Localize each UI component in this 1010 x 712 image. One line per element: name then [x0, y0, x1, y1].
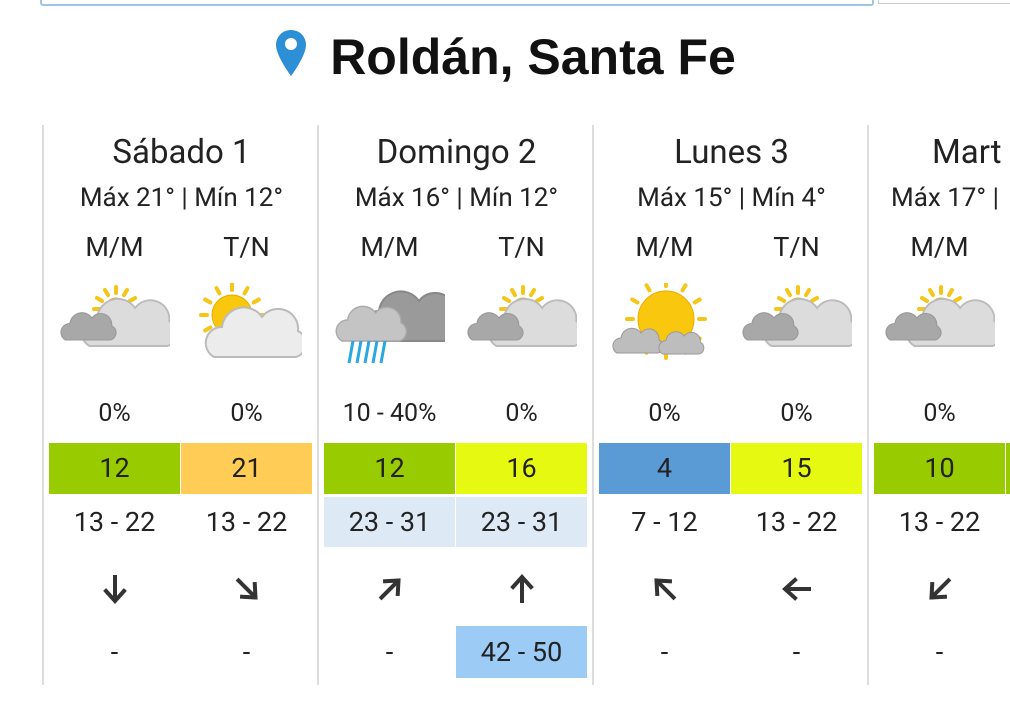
wind-gust: - [660, 636, 669, 668]
precipitation: 0% [648, 399, 681, 428]
weather-icon [324, 283, 464, 373]
pin-icon [276, 30, 307, 76]
weather-icon [874, 283, 1005, 373]
period-column: M/M 0% 12 13 - 22 - [49, 125, 180, 685]
wind-speed: 7 - 12 [631, 506, 698, 538]
period-column: M/M 0% 10 13 - 22 - [874, 125, 1005, 685]
day-column: Domingo 2 Máx 16° | Mín 12° M/M 10 - 40% 12 2… [317, 125, 594, 685]
temperature: 10 [874, 443, 1005, 494]
weather-icon-graphic [335, 290, 464, 364]
next-period-edge [1006, 443, 1010, 494]
wind-speed: 13 - 22 [73, 506, 156, 538]
period-label: M/M [910, 231, 969, 263]
weather-icon [731, 283, 862, 373]
day-column: Mart Máx 17° | M/M 0% 10 13 - 22 - [867, 125, 1010, 685]
day-temp-range: Máx 21° | Mín 12° [79, 183, 284, 213]
wind-direction [324, 569, 455, 609]
wind-direction [456, 569, 587, 609]
period-column: T/N 0% 16 23 - 31 42 - 50 [456, 125, 587, 685]
precipitation: 10 - 40% [342, 399, 437, 428]
wind-direction [599, 569, 730, 609]
day-column: Sábado 1 Máx 21° | Mín 12° M/M 0% 12 13 - 22 -… [42, 125, 319, 685]
precipitation: 0% [780, 399, 813, 428]
weather-icon [599, 278, 730, 373]
weather-icon-graphic [198, 282, 307, 358]
day-temp-range: Máx 16° | Mín 12° [354, 183, 559, 213]
wind-arrow [235, 577, 258, 600]
wind-arrow [378, 578, 401, 601]
temperature: 21 [181, 443, 312, 494]
wind-arrow [102, 575, 127, 604]
weather-icon [181, 282, 312, 373]
temperature: 12 [324, 443, 455, 494]
temperature: 4 [599, 443, 730, 494]
wind-direction [731, 569, 862, 609]
wind-gust: - [242, 636, 251, 668]
wind-speed: 13 - 22 [898, 506, 981, 538]
period-column: M/M 0% 4 7 - 12 - [599, 125, 730, 685]
period-label: T/N [223, 231, 270, 263]
wind-gust: - [792, 636, 801, 668]
precipitation: 0% [505, 399, 538, 428]
day-name: Lunes 3 [674, 133, 789, 172]
search-bar[interactable] [40, 0, 874, 6]
day-column: Lunes 3 Máx 15° | Mín 4° M/M 0% 4 7 - 12 - T/N 0… [592, 125, 869, 685]
wind-direction [49, 569, 180, 609]
wind-gust: - [935, 636, 944, 668]
wind-direction [181, 569, 312, 609]
day-name: Sábado 1 [112, 133, 251, 172]
period-label: T/N [773, 231, 820, 263]
precipitation: 0% [230, 399, 263, 428]
period-label: M/M [85, 231, 144, 263]
precipitation: 0% [923, 399, 956, 428]
period-column: T/N 0% 21 13 - 22 - [181, 125, 312, 685]
period-label: T/N [498, 231, 545, 263]
wind-speed: 23 - 31 [456, 497, 587, 547]
day-name: Domingo 2 [376, 133, 537, 172]
period-label: M/M [635, 231, 694, 263]
day-temp-range: Máx 17° | [891, 183, 999, 213]
weather-icon-graphic [884, 285, 1003, 347]
wind-arrow [509, 574, 534, 603]
wind-speed: 13 - 22 [205, 506, 288, 538]
wind-speed: 13 - 22 [755, 506, 838, 538]
wind-speed: 23 - 31 [324, 497, 455, 547]
period-label: M/M [360, 231, 419, 263]
location-header: Roldán, Santa Fe [0, 28, 1010, 86]
location-title: Roldán, Santa Fe [330, 29, 736, 85]
wind-gust: - [385, 636, 394, 668]
weather-icon [49, 283, 180, 373]
wind-arrow [928, 577, 951, 600]
day-name: Mart [932, 133, 1002, 172]
temperature: 12 [49, 443, 180, 494]
period-column: T/N 0% 15 13 - 22 - [731, 125, 862, 685]
period-column: M/M 10 - 40% 12 23 - 31 - [324, 125, 464, 685]
temperature: 15 [731, 443, 862, 494]
wind-gust: 42 - 50 [456, 626, 587, 678]
temperature: 16 [456, 443, 587, 494]
weather-icon-graphic [741, 285, 860, 347]
wind-direction [874, 569, 1005, 609]
weather-icon-graphic [59, 285, 178, 347]
precipitation: 0% [98, 399, 131, 428]
weather-icon-graphic [611, 278, 707, 360]
weather-icon [456, 283, 587, 373]
wind-arrow [781, 577, 811, 601]
wind-arrow [653, 578, 676, 601]
search-button[interactable] [878, 0, 1010, 4]
weather-icon-graphic [466, 285, 585, 347]
wind-gust: - [110, 636, 119, 668]
day-temp-range: Máx 15° | Mín 4° [637, 183, 826, 213]
